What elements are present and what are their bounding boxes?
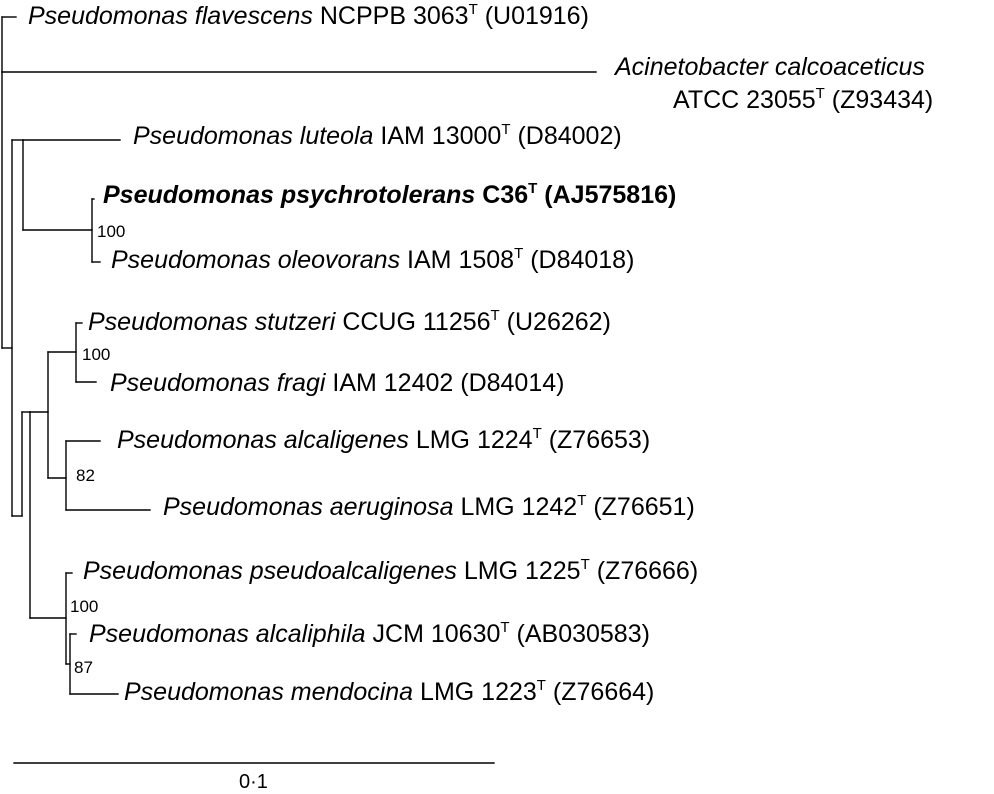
taxon-label-mendocina: Pseudomonas mendocina LMG 1223T (Z76664) [124,677,655,706]
taxon-label-oleovorans: Pseudomonas oleovorans IAM 1508T (D84018… [111,245,635,274]
bootstrap-value: 82 [76,466,95,485]
bootstrap-value: 100 [97,222,126,241]
taxon-label-stutzeri: Pseudomonas stutzeri CCUG 11256T (U26262… [88,307,611,336]
taxon-label-psychrotolerans: Pseudomonas psychrotolerans C36T (AJ5758… [103,180,677,209]
taxon-label-alcaligenes: Pseudomonas alcaligenes LMG 1224T (Z7665… [117,425,651,454]
taxon-label-acinetobacter-strain: ATCC 23055T (Z93434) [673,85,934,114]
scale-bar-label: 0·1 [239,771,268,793]
taxon-label-flavescens: Pseudomonas flavescens NCPPB 3063T (U019… [28,1,589,30]
taxon-label-luteola: Pseudomonas luteola IAM 13000T (D84002) [133,121,622,150]
bootstrap-value: 100 [82,345,111,364]
taxon-label-pseudoalcaligenes: Pseudomonas pseudoalcaligenes LMG 1225T … [83,556,699,585]
taxon-label-alcaliphila: Pseudomonas alcaliphila JCM 10630T (AB03… [89,619,650,648]
taxon-label-aeruginosa: Pseudomonas aeruginosa LMG 1242T (Z76651… [163,492,695,521]
bootstrap-value: 87 [74,658,93,677]
taxon-label-acinetobacter-name: Acinetobacter calcoaceticus [615,53,925,81]
bootstrap-value: 100 [70,597,99,616]
taxon-label-fragi: Pseudomonas fragi IAM 12402 (D84014) [110,369,565,397]
